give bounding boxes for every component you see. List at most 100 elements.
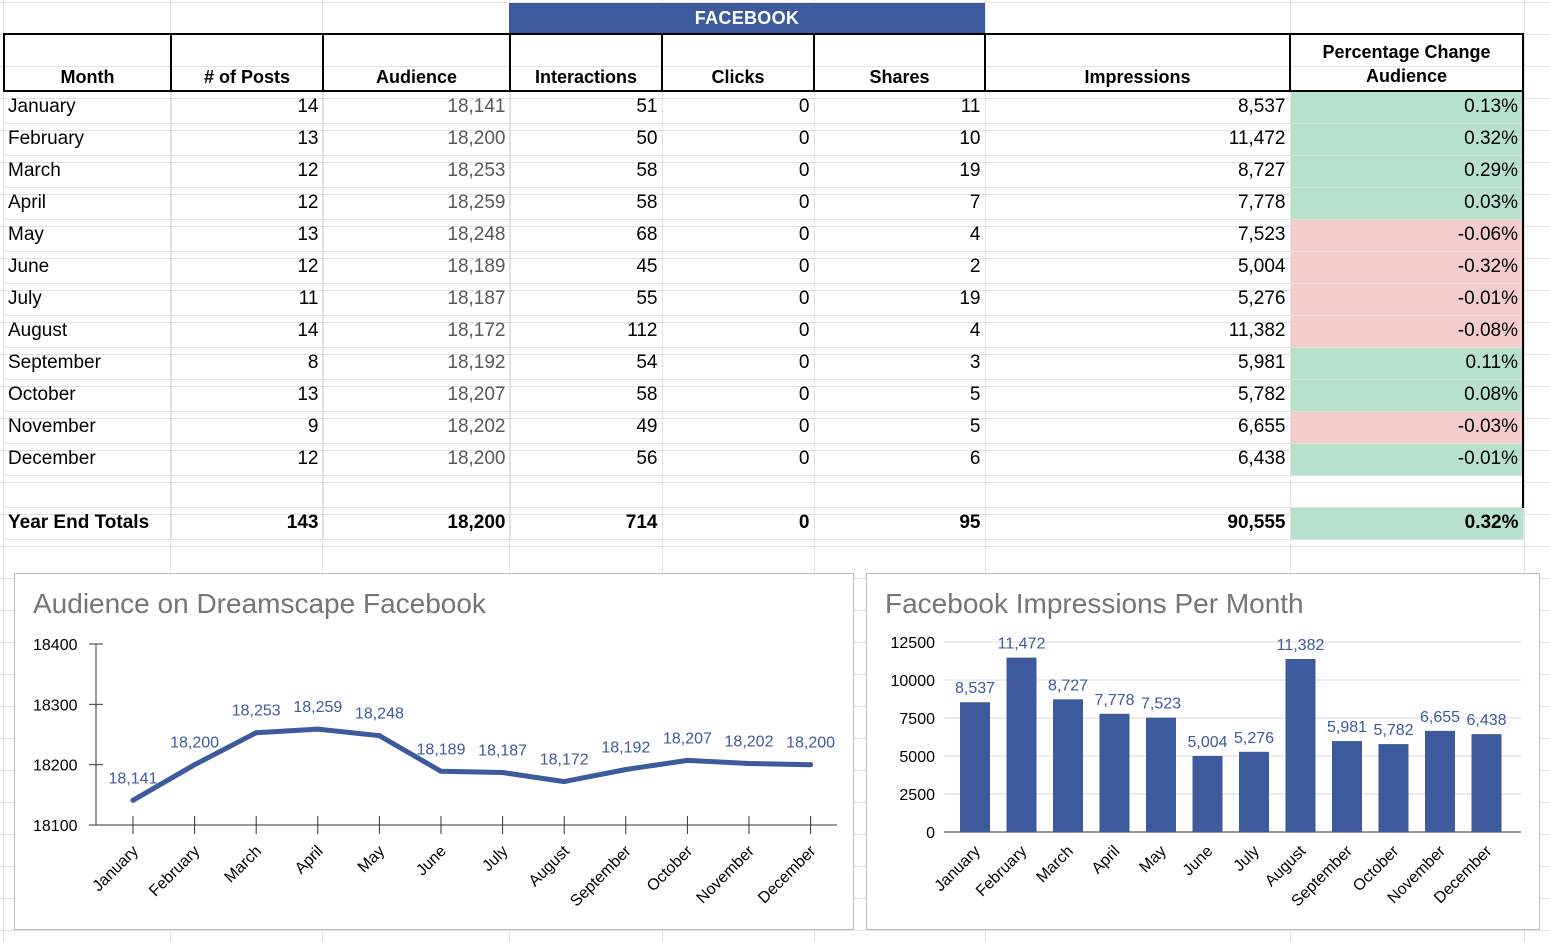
header-clicks[interactable]: Clicks <box>661 33 815 92</box>
cell-shares[interactable] <box>814 475 986 508</box>
cell-pct[interactable]: 0.03% <box>1290 187 1524 220</box>
cell-shares[interactable]: 5 <box>814 379 986 412</box>
cell-interactions[interactable] <box>510 475 663 508</box>
cell-pct[interactable]: 0.11% <box>1290 347 1524 380</box>
cell-audience[interactable]: 18,200 <box>323 443 511 476</box>
header-shares[interactable]: Shares <box>813 33 986 92</box>
cell-impressions[interactable]: 5,276 <box>985 283 1291 316</box>
cell-month[interactable]: June <box>4 251 172 284</box>
cell-shares[interactable]: 2 <box>814 251 986 284</box>
cell-shares[interactable]: 10 <box>814 123 986 156</box>
cell-pct[interactable]: 0.32% <box>1290 123 1524 156</box>
cell-month[interactable]: February <box>4 123 172 156</box>
cell-month[interactable]: Year End Totals <box>4 507 172 540</box>
cell-shares[interactable]: 11 <box>814 91 986 124</box>
cell-audience[interactable]: 18,200 <box>323 123 511 156</box>
cell-month[interactable] <box>4 475 172 508</box>
cell-posts[interactable]: 12 <box>171 443 324 476</box>
cell-impressions[interactable]: 5,004 <box>985 251 1291 284</box>
cell-interactions[interactable]: 58 <box>510 155 663 188</box>
cell-posts[interactable]: 12 <box>171 251 324 284</box>
cell-audience[interactable]: 18,200 <box>323 507 511 540</box>
cell-posts[interactable]: 13 <box>171 123 324 156</box>
audience-line-chart[interactable]: Audience on Dreamscape Facebook 18400 183… <box>14 573 854 930</box>
cell-pct[interactable]: 0.29% <box>1290 155 1524 188</box>
cell-shares[interactable]: 7 <box>814 187 986 220</box>
cell-impressions[interactable]: 7,778 <box>985 187 1291 220</box>
cell-clicks[interactable]: 0 <box>662 155 815 188</box>
cell-clicks[interactable]: 0 <box>662 251 815 284</box>
cell-pct[interactable]: 0.13% <box>1290 91 1524 124</box>
cell-month[interactable]: October <box>4 379 172 412</box>
cell-interactions[interactable]: 56 <box>510 443 663 476</box>
cell-month[interactable]: January <box>4 91 172 124</box>
cell-pct[interactable]: -0.06% <box>1290 219 1524 252</box>
cell-interactions[interactable]: 58 <box>510 379 663 412</box>
cell-shares[interactable]: 4 <box>814 315 986 348</box>
cell-interactions[interactable]: 714 <box>510 507 663 540</box>
cell-impressions[interactable]: 11,382 <box>985 315 1291 348</box>
cell-shares[interactable]: 6 <box>814 443 986 476</box>
cell-clicks[interactable]: 0 <box>662 219 815 252</box>
cell-posts[interactable] <box>171 475 324 508</box>
cell-shares[interactable]: 5 <box>814 411 986 444</box>
cell-clicks[interactable]: 0 <box>662 347 815 380</box>
cell-clicks[interactable]: 0 <box>662 123 815 156</box>
cell-shares[interactable]: 4 <box>814 219 986 252</box>
cell-impressions[interactable] <box>985 475 1291 508</box>
cell-clicks[interactable]: 0 <box>662 187 815 220</box>
cell-audience[interactable]: 18,253 <box>323 155 511 188</box>
cell-month[interactable]: March <box>4 155 172 188</box>
cell-audience[interactable]: 18,141 <box>323 91 511 124</box>
cell-audience[interactable]: 18,187 <box>323 283 511 316</box>
header-impressions[interactable]: Impressions <box>984 33 1291 92</box>
cell-impressions[interactable]: 6,655 <box>985 411 1291 444</box>
cell-month[interactable]: May <box>4 219 172 252</box>
cell-clicks[interactable]: 0 <box>662 283 815 316</box>
cell-interactions[interactable]: 68 <box>510 219 663 252</box>
cell-impressions[interactable]: 90,555 <box>985 507 1291 540</box>
cell-clicks[interactable] <box>662 475 815 508</box>
cell-shares[interactable]: 19 <box>814 283 986 316</box>
cell-impressions[interactable]: 11,472 <box>985 123 1291 156</box>
cell-shares[interactable]: 95 <box>814 507 986 540</box>
cell-audience[interactable] <box>323 475 511 508</box>
impressions-bar-chart[interactable]: Facebook Impressions Per Month 12500 1000… <box>866 573 1540 930</box>
cell-interactions[interactable]: 49 <box>510 411 663 444</box>
cell-audience[interactable]: 18,172 <box>323 315 511 348</box>
cell-interactions[interactable]: 50 <box>510 123 663 156</box>
cell-impressions[interactable]: 6,438 <box>985 443 1291 476</box>
cell-posts[interactable]: 143 <box>171 507 324 540</box>
header-audience[interactable]: Audience <box>322 33 511 92</box>
cell-pct[interactable]: -0.32% <box>1290 251 1524 284</box>
cell-interactions[interactable]: 51 <box>510 91 663 124</box>
cell-clicks[interactable]: 0 <box>662 411 815 444</box>
cell-pct[interactable] <box>1290 475 1524 508</box>
cell-pct[interactable]: -0.08% <box>1290 315 1524 348</box>
header-percentage-change[interactable]: Percentage Change Audience <box>1289 33 1524 92</box>
header-posts[interactable]: # of Posts <box>170 33 324 92</box>
cell-month[interactable]: November <box>4 411 172 444</box>
cell-audience[interactable]: 18,202 <box>323 411 511 444</box>
cell-clicks[interactable]: 0 <box>662 91 815 124</box>
cell-clicks[interactable]: 0 <box>662 507 815 540</box>
header-interactions[interactable]: Interactions <box>509 33 663 92</box>
cell-clicks[interactable]: 0 <box>662 443 815 476</box>
cell-interactions[interactable]: 45 <box>510 251 663 284</box>
cell-impressions[interactable]: 5,981 <box>985 347 1291 380</box>
cell-month[interactable]: July <box>4 283 172 316</box>
cell-impressions[interactable]: 5,782 <box>985 379 1291 412</box>
cell-pct[interactable]: -0.03% <box>1290 411 1524 444</box>
header-month[interactable]: Month <box>3 33 172 92</box>
cell-posts[interactable]: 12 <box>171 155 324 188</box>
cell-audience[interactable]: 18,248 <box>323 219 511 252</box>
cell-audience[interactable]: 18,259 <box>323 187 511 220</box>
cell-impressions[interactable]: 7,523 <box>985 219 1291 252</box>
cell-audience[interactable]: 18,207 <box>323 379 511 412</box>
cell-month[interactable]: December <box>4 443 172 476</box>
cell-pct[interactable]: 0.32% <box>1290 507 1524 540</box>
cell-interactions[interactable]: 112 <box>510 315 663 348</box>
cell-month[interactable]: April <box>4 187 172 220</box>
cell-impressions[interactable]: 8,727 <box>985 155 1291 188</box>
cell-posts[interactable]: 11 <box>171 283 324 316</box>
